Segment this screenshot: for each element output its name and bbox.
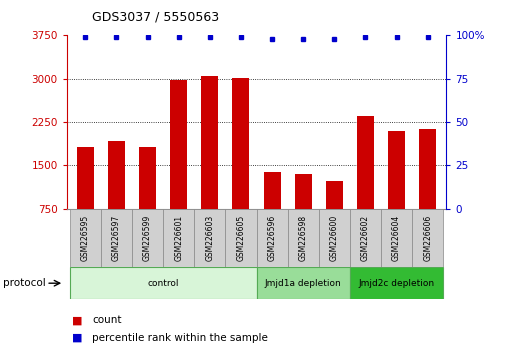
Text: control: control (147, 279, 179, 288)
Bar (388, 131, 405, 209)
Text: GSM226598: GSM226598 (299, 215, 308, 261)
Text: percentile rank within the sample: percentile rank within the sample (92, 333, 268, 343)
Text: GSM226602: GSM226602 (361, 215, 370, 261)
Text: GSM226595: GSM226595 (81, 215, 90, 261)
Bar (108, 141, 125, 209)
Bar (326, 181, 343, 209)
Bar (70, 267, 256, 299)
Bar (194, 209, 225, 267)
Text: GDS3037 / 5550563: GDS3037 / 5550563 (92, 10, 220, 23)
Text: ■: ■ (72, 315, 82, 325)
Text: GSM226604: GSM226604 (392, 215, 401, 261)
Bar (350, 209, 381, 267)
Bar (381, 209, 412, 267)
Bar (139, 147, 156, 209)
Bar (77, 147, 94, 209)
Text: protocol: protocol (3, 278, 45, 288)
Text: ■: ■ (72, 333, 82, 343)
Text: GSM226597: GSM226597 (112, 215, 121, 261)
Bar (319, 209, 350, 267)
Bar (264, 172, 281, 209)
Bar (419, 129, 436, 209)
Bar (201, 76, 219, 209)
Bar (132, 209, 163, 267)
Bar (256, 209, 288, 267)
Bar (101, 209, 132, 267)
Text: GSM226596: GSM226596 (268, 215, 277, 261)
Bar (256, 267, 350, 299)
Bar (357, 116, 374, 209)
Text: Jmjd1a depletion: Jmjd1a depletion (265, 279, 342, 288)
Text: GSM226600: GSM226600 (330, 215, 339, 261)
Bar (232, 78, 249, 209)
Bar (163, 209, 194, 267)
Text: Jmjd2c depletion: Jmjd2c depletion (359, 279, 435, 288)
Bar (170, 80, 187, 209)
Text: count: count (92, 315, 122, 325)
Bar (225, 209, 256, 267)
Bar (70, 209, 101, 267)
Text: GSM226606: GSM226606 (423, 215, 432, 261)
Bar (294, 173, 312, 209)
Bar (412, 209, 443, 267)
Text: GSM226601: GSM226601 (174, 215, 183, 261)
Bar (288, 209, 319, 267)
Text: GSM226599: GSM226599 (143, 215, 152, 261)
Text: GSM226605: GSM226605 (236, 215, 245, 261)
Text: GSM226603: GSM226603 (205, 215, 214, 261)
Bar (350, 267, 443, 299)
